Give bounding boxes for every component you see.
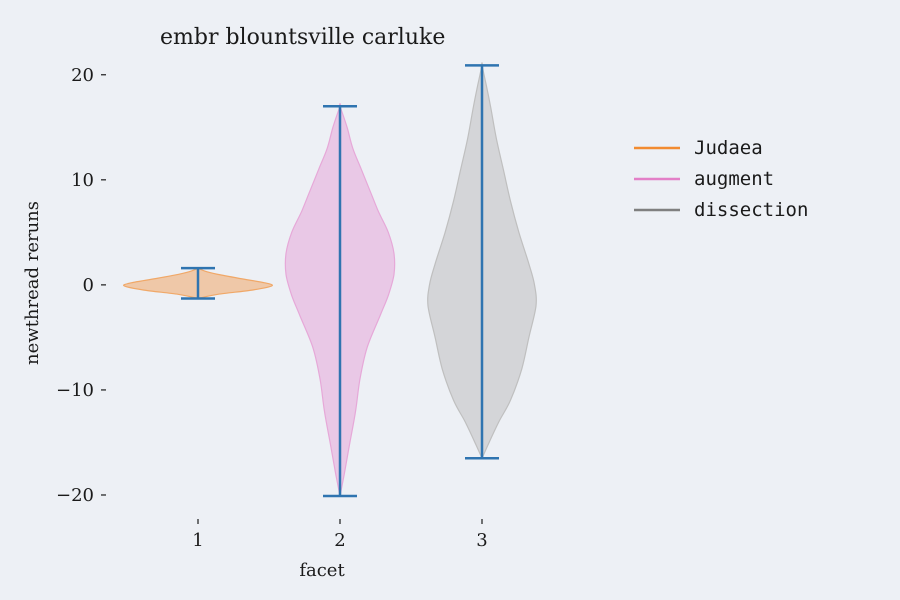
y-tick-label: 0 [83, 275, 94, 296]
y-tick-label: −10 [56, 380, 94, 401]
violin-group [123, 62, 537, 497]
legend-label-judaea: Judaea [694, 137, 763, 159]
x-tick-label: 3 [476, 530, 487, 551]
y-tick-label: 20 [71, 65, 94, 86]
y-axis-ticks: 20 10 0 −10 −20 [56, 65, 106, 506]
x-tick-label: 2 [334, 530, 345, 551]
legend-label-augment: augment [694, 168, 774, 190]
extrema-lines-group [181, 64, 499, 498]
x-axis-ticks: 1 2 3 [192, 519, 488, 551]
x-tick-label: 1 [192, 530, 203, 551]
legend-label-dissection: dissection [694, 199, 808, 221]
chart-title: embr blountsville carluke [160, 25, 445, 50]
y-tick-label: −20 [56, 485, 94, 506]
y-axis-label: newthread reruns [22, 201, 43, 365]
x-axis-label: facet [299, 560, 345, 581]
y-tick-label: 10 [71, 170, 94, 191]
legend: Judaea augment dissection [634, 137, 808, 221]
